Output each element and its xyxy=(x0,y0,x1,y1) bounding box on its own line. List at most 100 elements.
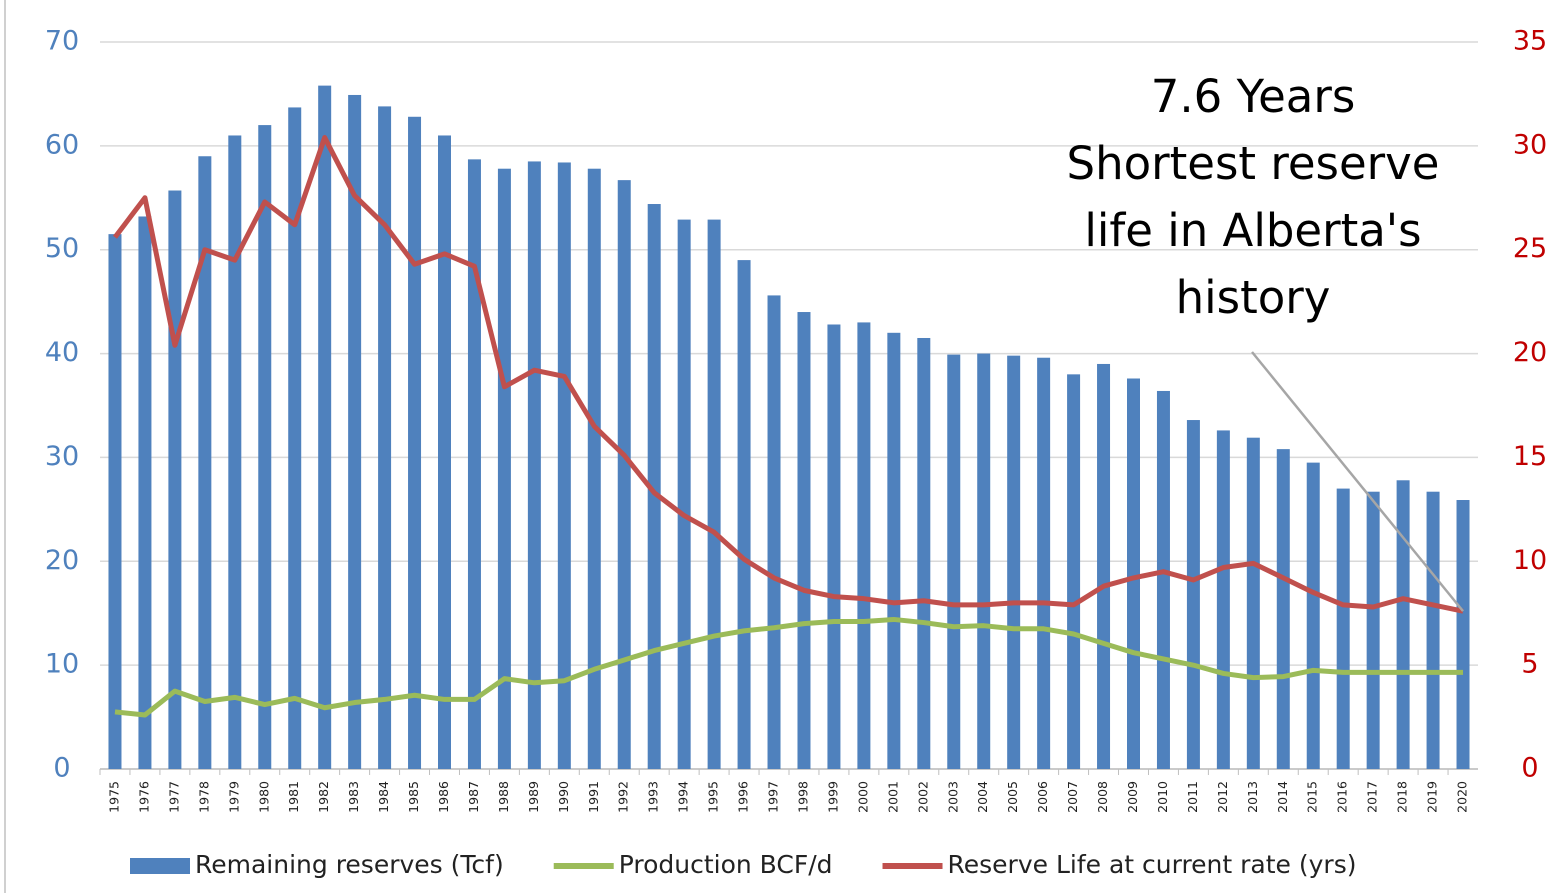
bar xyxy=(677,219,691,770)
y2-tick-label: 20 xyxy=(1513,337,1547,368)
bar xyxy=(1097,363,1111,769)
x-tick-label: 1981 xyxy=(286,781,301,813)
bar xyxy=(467,159,481,769)
bar xyxy=(1246,437,1260,769)
bar xyxy=(767,295,781,769)
x-tick-label: 2017 xyxy=(1365,781,1380,813)
y2-tick-label: 25 xyxy=(1513,233,1547,264)
x-tick-label: 2006 xyxy=(1035,781,1050,813)
bar xyxy=(288,107,302,770)
x-tick-label: 1995 xyxy=(706,781,721,813)
x-tick-label: 1992 xyxy=(616,781,631,813)
bar xyxy=(138,216,152,770)
bar xyxy=(1426,491,1440,769)
x-tick-label: 2018 xyxy=(1395,781,1410,813)
x-tick-label: 1985 xyxy=(406,781,421,813)
bar xyxy=(587,168,601,770)
bar xyxy=(1336,488,1350,769)
bar xyxy=(318,85,332,770)
x-tick-label: 2002 xyxy=(915,781,930,813)
bar xyxy=(1306,462,1320,769)
y-tick-label: 30 xyxy=(45,441,79,472)
bar xyxy=(497,168,511,770)
y-tick-label: 20 xyxy=(45,545,79,576)
line-series xyxy=(114,616,1464,718)
y-tick-label: 10 xyxy=(45,649,79,680)
annotation-text: 7.6 Years xyxy=(1151,70,1356,123)
bar xyxy=(198,156,212,769)
bar xyxy=(737,260,751,769)
x-tick-label: 1996 xyxy=(736,781,751,813)
legend-swatch xyxy=(130,858,190,874)
x-tick-label: 2003 xyxy=(945,781,960,813)
bar xyxy=(168,190,182,769)
y2-tick-label: 10 xyxy=(1513,545,1547,576)
y2-tick-label: 0 xyxy=(1521,753,1538,784)
bar xyxy=(1366,491,1380,769)
bar xyxy=(617,180,631,769)
bar xyxy=(1067,374,1081,769)
x-tick-label: 1978 xyxy=(196,781,211,813)
y-tick-label: 0 xyxy=(53,753,70,784)
bar xyxy=(1216,430,1230,769)
x-tick-label: 1988 xyxy=(496,781,511,813)
x-tick-label: 2010 xyxy=(1155,781,1170,813)
bar xyxy=(408,116,422,769)
line-series xyxy=(112,135,1464,614)
y2-tick-label: 15 xyxy=(1513,441,1547,472)
legend-label: Production BCF/d xyxy=(619,850,833,879)
x-tick-label: 2008 xyxy=(1095,781,1110,813)
bar xyxy=(348,94,362,769)
bar xyxy=(1007,355,1021,769)
bar xyxy=(1127,378,1140,769)
x-tick-label: 1983 xyxy=(346,781,361,813)
x-tick-label: 2000 xyxy=(855,781,870,813)
x-tick-label: 1977 xyxy=(166,781,181,813)
x-tick-label: 1979 xyxy=(226,781,241,813)
bar xyxy=(1396,480,1410,769)
x-tick-label: 1989 xyxy=(526,781,541,813)
bar xyxy=(557,162,571,769)
bar xyxy=(947,354,961,769)
x-tick-label: 1997 xyxy=(766,781,781,813)
x-tick-label: 2020 xyxy=(1455,781,1470,813)
legend-label: Reserve Life at current rate (yrs) xyxy=(948,850,1357,879)
bar xyxy=(108,234,122,769)
x-tick-label: 1986 xyxy=(436,781,451,813)
x-tick-label: 1994 xyxy=(676,781,691,813)
x-tick-label: 1991 xyxy=(586,781,601,813)
x-tick-label: 1976 xyxy=(136,781,151,813)
bar xyxy=(917,337,931,769)
x-tick-label: 2004 xyxy=(975,781,990,813)
x-tick-label: 2009 xyxy=(1125,781,1140,813)
y2-tick-label: 35 xyxy=(1513,26,1547,57)
x-tick-label: 2013 xyxy=(1245,781,1260,813)
y2-tick-label: 5 xyxy=(1521,649,1538,680)
x-tick-label: 2014 xyxy=(1275,781,1290,813)
x-tick-label: 2005 xyxy=(1005,781,1020,813)
bar xyxy=(857,322,871,769)
bar xyxy=(797,312,811,769)
annotation-text: life in Alberta's xyxy=(1084,204,1421,257)
x-tick-label: 1984 xyxy=(376,781,391,813)
x-tick-label: 1993 xyxy=(646,781,661,813)
x-tick-label: 2001 xyxy=(885,781,900,813)
x-tick-label: 2019 xyxy=(1425,781,1440,813)
y-tick-label: 60 xyxy=(45,129,79,160)
bar xyxy=(378,106,392,770)
x-tick-label: 2007 xyxy=(1065,781,1080,813)
x-tick-label: 1999 xyxy=(825,781,840,813)
x-tick-label: 1980 xyxy=(256,781,271,813)
bar xyxy=(228,135,242,769)
bar xyxy=(827,324,841,769)
bar xyxy=(1456,500,1470,769)
bar xyxy=(438,135,451,769)
y-tick-label: 70 xyxy=(45,26,79,57)
annotation-text: history xyxy=(1176,271,1331,324)
x-tick-label: 1987 xyxy=(466,781,481,813)
bar xyxy=(1186,420,1200,769)
x-tick-label: 1982 xyxy=(316,781,331,813)
bar xyxy=(258,125,272,770)
annotation-arrow xyxy=(1251,351,1464,612)
